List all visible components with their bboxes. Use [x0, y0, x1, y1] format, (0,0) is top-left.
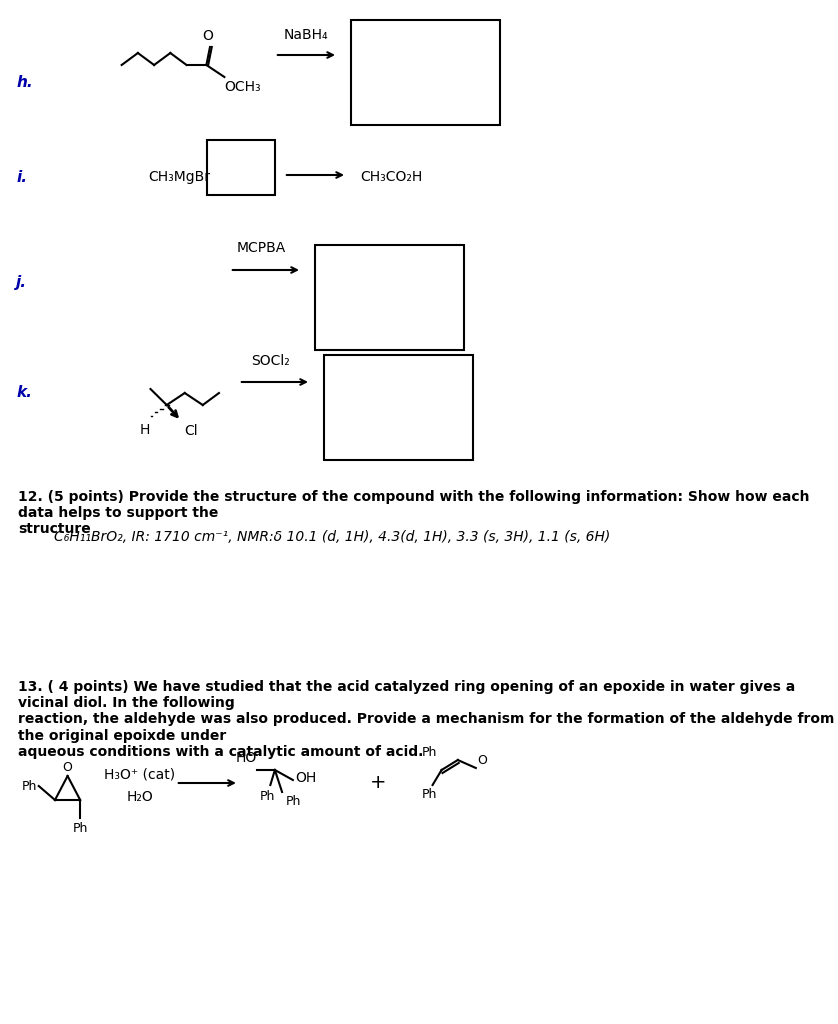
Bar	[207, 140, 275, 195]
Text: j.: j.	[16, 275, 27, 290]
Text: O: O	[63, 761, 73, 774]
Bar	[315, 245, 464, 350]
Text: Ph: Ph	[422, 788, 437, 801]
Text: NaBH₄: NaBH₄	[284, 28, 328, 42]
Text: Ph: Ph	[260, 790, 276, 803]
Text: Ph: Ph	[422, 745, 437, 759]
Text: h.: h.	[16, 75, 33, 90]
Text: O: O	[203, 29, 214, 43]
Text: H₃O⁺ (cat): H₃O⁺ (cat)	[104, 768, 175, 782]
Text: 13. ( 4 points) We have studied that the acid catalyzed ring opening of an epoxi: 13. ( 4 points) We have studied that the…	[18, 680, 835, 759]
Text: CH₃CO₂H: CH₃CO₂H	[360, 170, 422, 184]
Text: Cl: Cl	[184, 424, 198, 438]
Text: SOCl₂: SOCl₂	[251, 354, 290, 368]
Text: HO: HO	[235, 751, 256, 765]
Text: H₂O: H₂O	[127, 790, 153, 804]
Text: 12. (5 points) Provide the structure of the compound with the following informat: 12. (5 points) Provide the structure of …	[18, 490, 810, 537]
Text: MCPBA: MCPBA	[236, 241, 286, 255]
Text: OCH₃: OCH₃	[225, 80, 261, 94]
Text: +: +	[370, 773, 387, 793]
Bar	[351, 20, 500, 125]
Text: Ph: Ph	[22, 779, 37, 793]
Bar	[324, 355, 473, 460]
Text: Ph: Ph	[73, 822, 88, 835]
Text: Ph: Ph	[286, 795, 301, 808]
Text: k.: k.	[16, 385, 32, 400]
Text: C₆H₁₁BrO₂, IR: 1710 cm⁻¹, NMR:δ 10.1 (d, 1H), 4.3(d, 1H), 3.3 (s, 3H), 1.1 (s, 6: C₆H₁₁BrO₂, IR: 1710 cm⁻¹, NMR:δ 10.1 (d,…	[54, 530, 610, 544]
Text: H: H	[140, 423, 150, 437]
Text: O: O	[478, 754, 488, 767]
Text: i.: i.	[16, 170, 27, 185]
Text: CH₃MgBr: CH₃MgBr	[148, 170, 210, 184]
Text: OH: OH	[296, 771, 317, 785]
